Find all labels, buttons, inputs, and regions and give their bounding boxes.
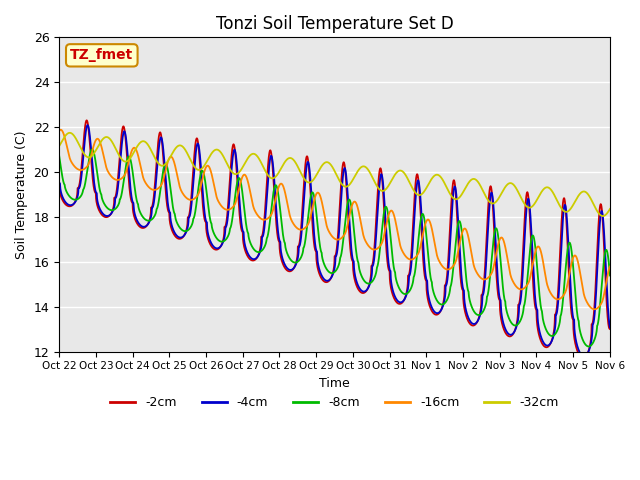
X-axis label: Time: Time [319, 377, 350, 390]
-2cm [287, 268, 294, 274]
-4cm [55, 180, 63, 185]
-16cm [287, 216, 294, 221]
-8cm [55, 153, 63, 158]
-16cm [456, 242, 463, 248]
Legend: -2cm, -4cm, -8cm, -16cm, -32cm: -2cm, -4cm, -8cm, -16cm, -32cm [106, 391, 564, 414]
-2cm [456, 258, 463, 264]
-32cm [562, 209, 570, 215]
-8cm [562, 264, 570, 270]
-8cm [456, 218, 463, 224]
-32cm [456, 194, 463, 200]
-2cm [55, 180, 63, 186]
Title: Tonzi Soil Temperature Set D: Tonzi Soil Temperature Set D [216, 15, 453, 33]
Line: -32cm: -32cm [59, 133, 610, 216]
Line: -4cm: -4cm [59, 125, 610, 356]
-32cm [55, 143, 63, 149]
Line: -16cm: -16cm [59, 130, 610, 309]
-4cm [606, 324, 614, 330]
-4cm [317, 271, 325, 277]
-8cm [317, 248, 325, 254]
Y-axis label: Soil Temperature (C): Soil Temperature (C) [15, 130, 28, 259]
-16cm [55, 128, 63, 134]
-32cm [66, 130, 74, 136]
-16cm [606, 264, 614, 269]
-16cm [562, 288, 570, 294]
-4cm [562, 204, 570, 210]
Line: -8cm: -8cm [59, 149, 610, 347]
-16cm [591, 306, 598, 312]
-4cm [291, 263, 299, 269]
-2cm [83, 118, 90, 123]
-2cm [579, 355, 587, 361]
-4cm [580, 353, 588, 359]
-16cm [57, 127, 65, 132]
-2cm [317, 275, 325, 280]
-32cm [599, 213, 607, 219]
-8cm [585, 344, 593, 349]
Line: -2cm: -2cm [59, 120, 610, 358]
-32cm [606, 206, 614, 212]
-2cm [291, 263, 299, 268]
-32cm [317, 164, 325, 170]
-16cm [589, 306, 597, 312]
-8cm [88, 146, 96, 152]
-2cm [589, 316, 597, 322]
Text: TZ_fmet: TZ_fmet [70, 48, 133, 62]
-8cm [287, 257, 294, 263]
-8cm [589, 339, 597, 345]
-8cm [291, 260, 299, 265]
-4cm [456, 240, 463, 246]
-16cm [317, 196, 325, 202]
-4cm [287, 267, 294, 273]
-32cm [589, 201, 597, 206]
-16cm [291, 223, 299, 229]
-32cm [291, 159, 299, 165]
-32cm [287, 155, 294, 161]
-8cm [606, 273, 614, 278]
-2cm [606, 326, 614, 332]
-2cm [562, 207, 570, 213]
-4cm [84, 122, 92, 128]
-4cm [589, 321, 597, 326]
